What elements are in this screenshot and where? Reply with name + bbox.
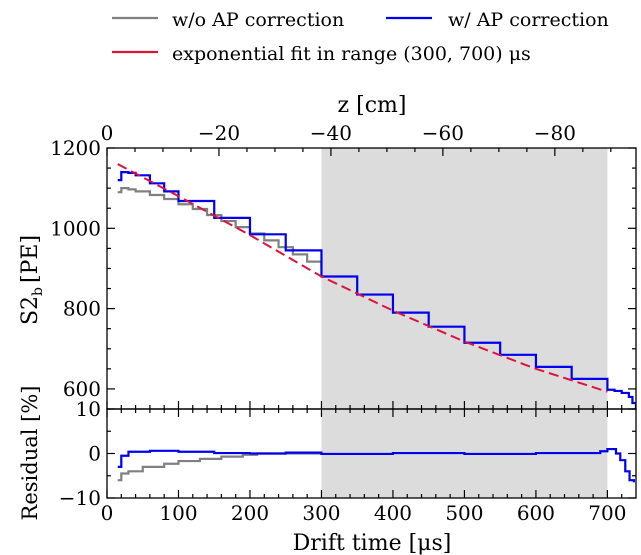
x-tick-label: 700 [588,501,626,525]
x-tick-label: 0 [101,501,114,525]
residual-series-group [117,447,635,483]
x-tick-label: 200 [231,501,269,525]
top-tick-label: −60 [422,121,464,145]
main-y-tick-label: 800 [63,297,101,321]
main-shaded-region [321,148,608,409]
main-y-tick-label: 600 [63,377,101,401]
residual-series-line-0 [117,452,322,482]
residual-y-tick-label: 0 [88,442,101,466]
main-series-group [117,163,636,409]
top-axis-label: z [cm] [338,93,407,118]
residual-y-tick-label: 10 [76,397,101,421]
main-series-line-0 [117,187,323,269]
residual-plot-frame [106,408,637,499]
residual-y-axis-label: Residual [%] [18,386,42,521]
top-tick-label: −80 [534,121,576,145]
residual-series-line-1 [117,447,635,483]
residual-y-tick-label: −10 [59,486,101,510]
x-tick-label: 100 [159,501,197,525]
top-tick-label: −20 [198,121,240,145]
legend-label-wo: w/o AP correction [172,9,344,31]
x-tick-label: 300 [302,501,340,525]
x-tick-label: 400 [374,501,412,525]
main-y-tick-label: 1200 [50,136,101,160]
legend: w/o AP correction w/ AP correction expon… [112,9,609,65]
legend-label-fit: exponential fit in range (300, 700) μs [172,43,531,65]
main-y-tick-label: 1000 [50,216,101,240]
top-tick-label: −40 [310,121,352,145]
main-series-line-2 [117,163,608,393]
x-tick-label: 600 [517,501,555,525]
top-tick-label: 0 [101,121,114,145]
legend-label-w: w/ AP correction [448,9,609,31]
x-axis-label: Drift time [μs] [293,531,452,555]
main-y-axis-label: S2b[PE] [18,235,46,325]
x-tick-label: 500 [445,501,483,525]
